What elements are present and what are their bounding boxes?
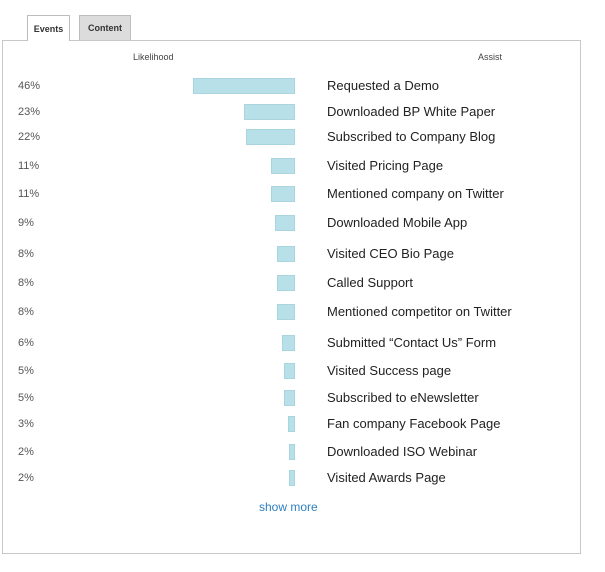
- likelihood-bar: [288, 416, 295, 432]
- likelihood-bar: [193, 78, 295, 94]
- assist-header: Assist: [478, 52, 503, 62]
- likelihood-header: Likelihood: [133, 52, 174, 62]
- event-label[interactable]: Called Support: [327, 275, 413, 290]
- likelihood-bar: [277, 275, 295, 291]
- likelihood-value: 8%: [18, 306, 34, 318]
- likelihood-value: 22%: [18, 131, 41, 143]
- event-row[interactable]: 8% Called Support: [0, 273, 605, 293]
- likelihood-bar: [271, 186, 295, 202]
- likelihood-value: 2%: [18, 472, 34, 484]
- event-row[interactable]: 9% Downloaded Mobile App: [0, 213, 605, 233]
- event-row[interactable]: 23% Downloaded BP White Paper: [0, 102, 605, 122]
- likelihood-value: 11%: [18, 188, 40, 200]
- event-row[interactable]: 5% Visited Success page: [0, 361, 605, 381]
- likelihood-value: 2%: [18, 446, 34, 458]
- likelihood-value: 46%: [18, 80, 41, 92]
- likelihood-bar: [244, 104, 295, 120]
- event-row[interactable]: 22% Subscribed to Company Blog: [0, 127, 605, 147]
- likelihood-value: 11%: [18, 160, 40, 172]
- events-panel: [2, 40, 581, 554]
- likelihood-value: 5%: [18, 392, 34, 404]
- event-row[interactable]: 8% Visited CEO Bio Page: [0, 244, 605, 264]
- event-row[interactable]: 46% Requested a Demo: [0, 76, 605, 96]
- likelihood-bar: [282, 335, 295, 351]
- event-row[interactable]: 2% Visited Awards Page: [0, 468, 605, 488]
- show-more-link[interactable]: show more: [259, 500, 318, 514]
- event-label[interactable]: Fan company Facebook Page: [327, 416, 501, 431]
- likelihood-bar: [277, 246, 295, 262]
- event-label[interactable]: Subscribed to Company Blog: [327, 129, 496, 144]
- likelihood-value: 5%: [18, 365, 34, 377]
- event-label[interactable]: Subscribed to eNewsletter: [327, 390, 479, 405]
- likelihood-value: 8%: [18, 248, 34, 260]
- event-row[interactable]: 3% Fan company Facebook Page: [0, 414, 605, 434]
- event-label[interactable]: Visited Pricing Page: [327, 158, 444, 173]
- event-label[interactable]: Visited Success page: [327, 363, 452, 378]
- event-label[interactable]: Mentioned competitor on Twitter: [327, 304, 512, 319]
- event-label[interactable]: Visited CEO Bio Page: [327, 246, 454, 261]
- likelihood-value: 3%: [18, 418, 34, 430]
- event-label[interactable]: Mentioned company on Twitter: [327, 186, 504, 201]
- likelihood-bar: [277, 304, 295, 320]
- event-label[interactable]: Visited Awards Page: [327, 470, 446, 485]
- event-row[interactable]: 11% Visited Pricing Page: [0, 156, 605, 176]
- event-row[interactable]: 11% Mentioned company on Twitter: [0, 184, 605, 204]
- likelihood-value: 6%: [18, 337, 34, 349]
- likelihood-bar: [284, 390, 295, 406]
- likelihood-bar: [289, 470, 295, 486]
- event-label[interactable]: Downloaded ISO Webinar: [327, 444, 478, 459]
- likelihood-value: 8%: [18, 277, 34, 289]
- likelihood-bar: [271, 158, 295, 174]
- event-row[interactable]: 5% Subscribed to eNewsletter: [0, 388, 605, 408]
- likelihood-bar: [289, 444, 295, 460]
- likelihood-bar: [284, 363, 295, 379]
- likelihood-bar: [275, 215, 295, 231]
- likelihood-value: 9%: [18, 217, 34, 229]
- event-label[interactable]: Requested a Demo: [327, 78, 440, 93]
- likelihood-value: 23%: [18, 106, 41, 118]
- likelihood-bar: [246, 129, 295, 145]
- event-label[interactable]: Downloaded Mobile App: [327, 215, 468, 230]
- event-row[interactable]: 6% Submitted “Contact Us” Form: [0, 333, 605, 353]
- event-row[interactable]: 8% Mentioned competitor on Twitter: [0, 302, 605, 322]
- tab-events[interactable]: Events: [27, 15, 70, 41]
- event-label[interactable]: Submitted “Contact Us” Form: [327, 335, 497, 350]
- event-label[interactable]: Downloaded BP White Paper: [327, 104, 496, 119]
- event-row[interactable]: 2% Downloaded ISO Webinar: [0, 442, 605, 462]
- tab-content[interactable]: Content: [79, 15, 131, 40]
